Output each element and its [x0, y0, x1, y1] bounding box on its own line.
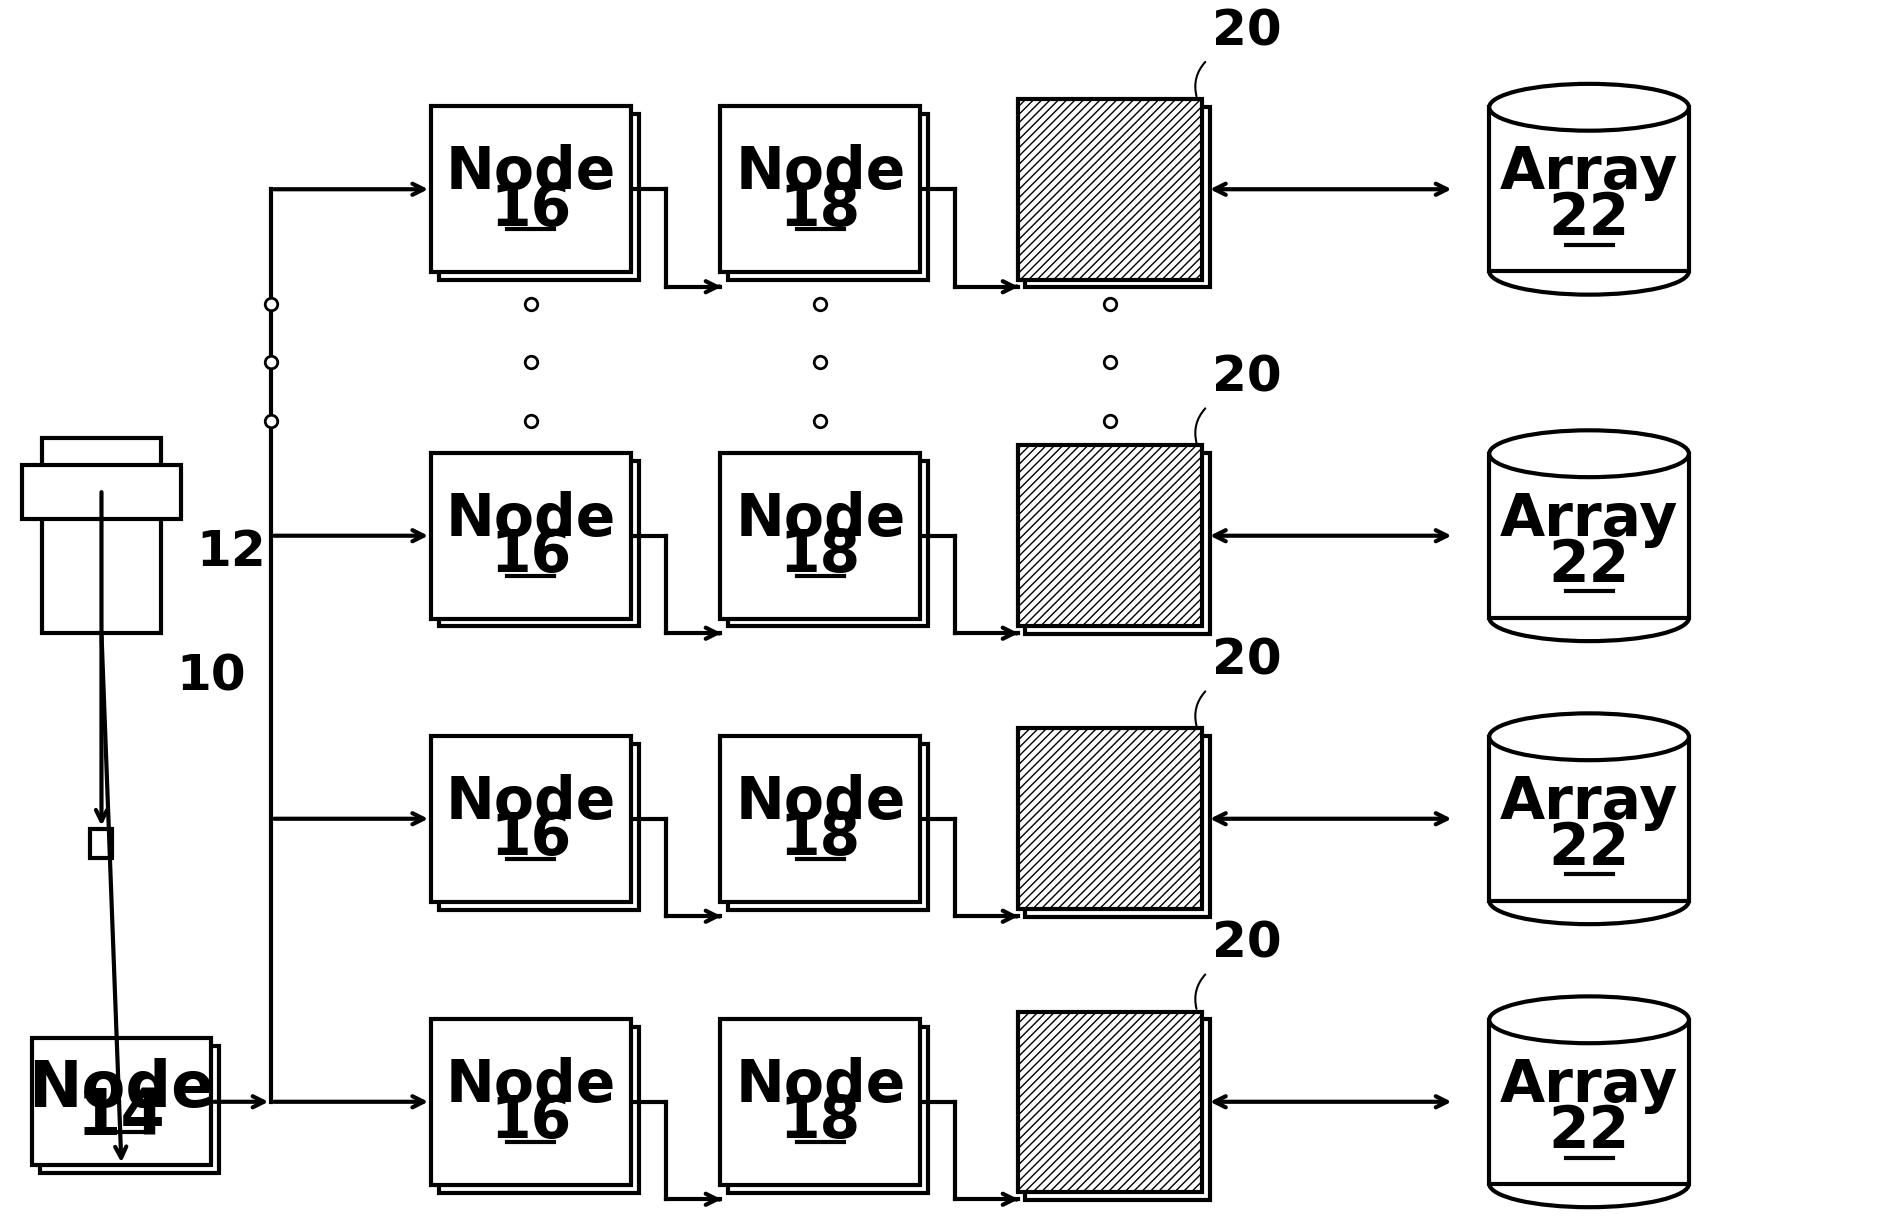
Ellipse shape — [1489, 84, 1689, 131]
Bar — [440, 744, 638, 909]
Text: 14: 14 — [77, 1085, 166, 1148]
Bar — [721, 453, 921, 618]
Bar — [1489, 453, 1689, 617]
Text: Node: Node — [736, 1057, 906, 1114]
Text: Node: Node — [736, 774, 906, 830]
Text: 16: 16 — [491, 1093, 572, 1151]
Bar — [430, 453, 630, 618]
Bar — [728, 744, 928, 909]
Bar — [721, 1019, 921, 1185]
Text: 10: 10 — [175, 653, 245, 701]
Bar — [1025, 107, 1210, 287]
Bar — [42, 439, 162, 633]
Text: 20: 20 — [1211, 354, 1281, 402]
Text: Node: Node — [736, 490, 906, 548]
Text: Node: Node — [445, 1057, 615, 1114]
Bar — [728, 461, 928, 627]
Bar — [1017, 728, 1202, 909]
Bar — [1017, 446, 1202, 626]
Bar — [1017, 1011, 1202, 1193]
Bar — [21, 464, 181, 519]
Text: 22: 22 — [1549, 190, 1630, 248]
Text: Node: Node — [736, 144, 906, 201]
Text: 20: 20 — [1211, 919, 1281, 967]
Text: 18: 18 — [779, 527, 860, 584]
Text: 22: 22 — [1549, 1103, 1630, 1159]
Bar — [440, 1026, 638, 1193]
Text: 16: 16 — [491, 181, 572, 238]
Bar — [721, 736, 921, 902]
Bar — [430, 736, 630, 902]
Text: 18: 18 — [779, 811, 860, 867]
Text: 18: 18 — [779, 181, 860, 238]
Text: Array: Array — [1500, 1057, 1678, 1114]
Bar — [728, 1026, 928, 1193]
Bar — [1025, 1019, 1210, 1200]
Bar — [728, 115, 928, 280]
Ellipse shape — [1489, 997, 1689, 1044]
Text: Node: Node — [28, 1058, 215, 1120]
Bar — [91, 828, 113, 857]
Text: Array: Array — [1500, 774, 1678, 830]
Ellipse shape — [1489, 430, 1689, 477]
Bar — [32, 1039, 211, 1165]
Bar — [721, 106, 921, 272]
Text: Node: Node — [445, 490, 615, 548]
Bar — [1025, 453, 1210, 633]
Bar — [1489, 107, 1689, 271]
Text: 18: 18 — [779, 1093, 860, 1151]
Bar — [440, 115, 638, 280]
Text: 12: 12 — [196, 529, 266, 577]
Text: 22: 22 — [1549, 537, 1630, 594]
Text: 20: 20 — [1211, 637, 1281, 685]
Bar — [40, 1046, 219, 1173]
Text: Array: Array — [1500, 490, 1678, 548]
Bar — [440, 461, 638, 627]
Text: Node: Node — [445, 144, 615, 201]
Bar — [1489, 1020, 1689, 1184]
Text: Node: Node — [445, 774, 615, 830]
Text: 16: 16 — [491, 811, 572, 867]
Bar — [1489, 737, 1689, 901]
Text: Array: Array — [1500, 144, 1678, 201]
Bar — [430, 106, 630, 272]
Bar — [430, 1019, 630, 1185]
Bar — [1017, 99, 1202, 280]
Bar — [1025, 737, 1210, 917]
Text: 22: 22 — [1549, 819, 1630, 877]
Ellipse shape — [1489, 713, 1689, 760]
Text: 20: 20 — [1211, 7, 1281, 55]
Text: 16: 16 — [491, 527, 572, 584]
